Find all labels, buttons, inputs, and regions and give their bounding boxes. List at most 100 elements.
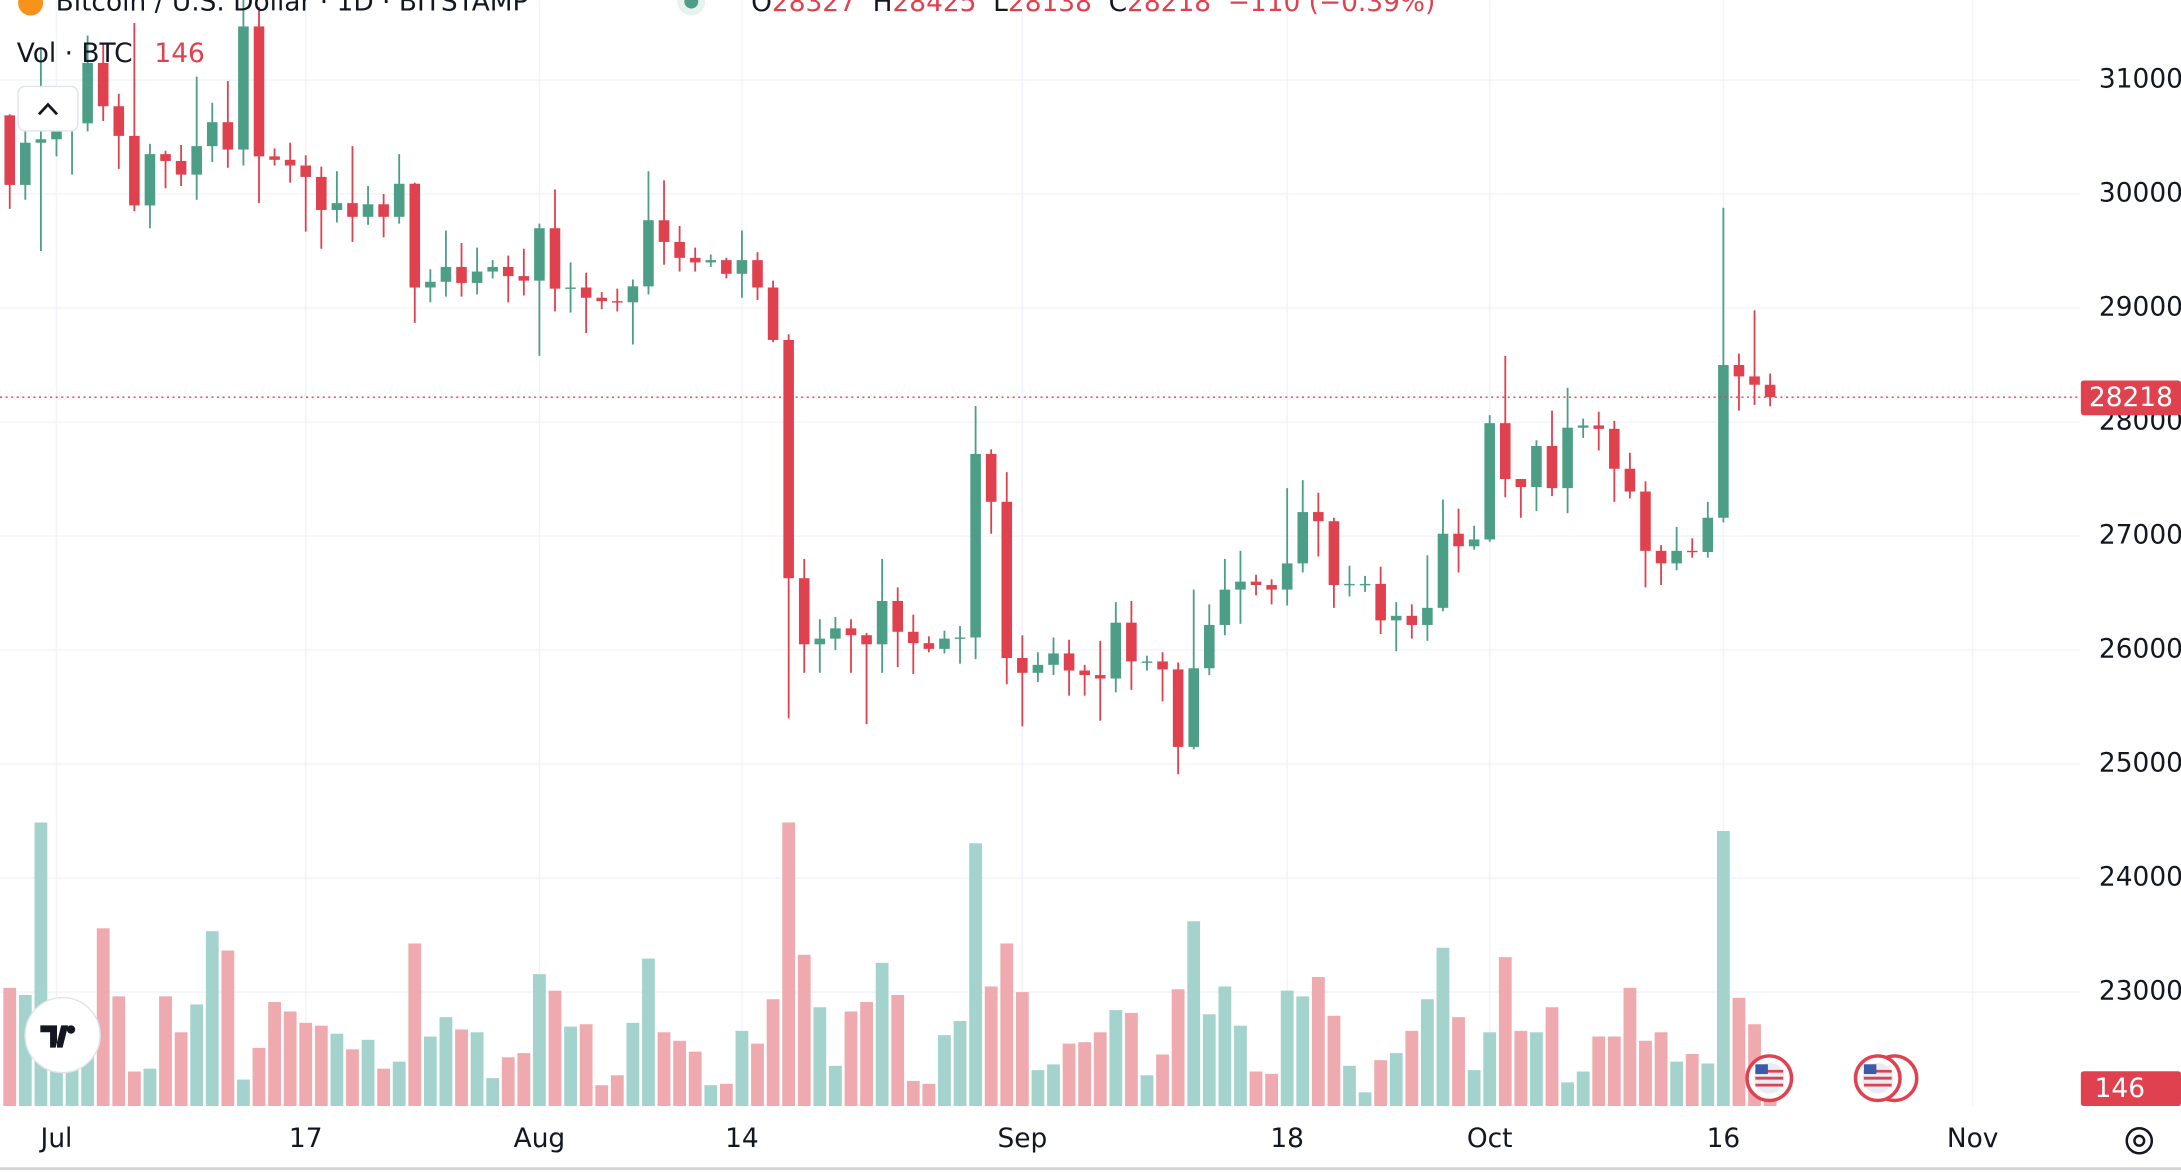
candle-body <box>908 631 919 644</box>
volume-bar <box>1576 1071 1590 1107</box>
flag-canton <box>1863 1064 1877 1075</box>
candle-body <box>1126 622 1137 662</box>
volume-bar <box>346 1049 359 1107</box>
flag-canton <box>1755 1064 1768 1075</box>
candle-body <box>845 628 857 636</box>
y-tick-label: 30000 <box>2099 178 2181 209</box>
volume-bar <box>1623 987 1637 1107</box>
volume-bar <box>143 1068 157 1107</box>
candle-body <box>4 115 16 185</box>
candle-body <box>1048 653 1059 665</box>
ohlc-change: −110 (−0.39%) <box>1228 0 1436 17</box>
settings-icon[interactable] <box>2125 1127 2154 1155</box>
volume-bar <box>1607 1036 1621 1107</box>
volume-bar <box>533 974 546 1107</box>
candle-body <box>1749 376 1760 385</box>
candle-body <box>876 600 888 645</box>
candle-body <box>1453 533 1464 547</box>
x-tick-label: Aug <box>514 1123 566 1154</box>
y-tick-label: 23000 <box>2099 976 2181 1007</box>
candle-body <box>1344 583 1355 586</box>
volume-bar <box>470 1032 484 1107</box>
volume-bar <box>112 996 126 1107</box>
volume-bar <box>1031 1070 1045 1107</box>
volume-bar <box>1234 1025 1247 1107</box>
candle-body <box>767 287 779 340</box>
volume-bar <box>1639 1040 1652 1107</box>
chart-title: Bitcoin / U.S. Dollar · 1D · BITSTAMP <box>56 0 529 17</box>
x-tick-label: 16 <box>1707 1123 1741 1154</box>
x-tick-label: 17 <box>289 1123 323 1154</box>
volume-bar <box>1343 1065 1356 1107</box>
candle-body <box>331 203 343 210</box>
status-dot <box>684 0 699 9</box>
volume-bar <box>704 1085 718 1107</box>
volume-bar <box>1156 1054 1169 1107</box>
candle-body <box>51 126 62 140</box>
candle-body <box>954 637 966 639</box>
candle-body <box>1204 624 1215 669</box>
volume-bar <box>953 1020 967 1107</box>
candle-body <box>409 183 421 288</box>
price-label-box <box>2080 380 2181 416</box>
candle-body <box>534 228 545 281</box>
candle-body <box>814 638 826 645</box>
ohlc-readout: O28327 H28425 L28138 C28218 −110 (−0.39%) <box>751 0 1435 17</box>
volume-bar <box>1467 1070 1481 1107</box>
volume-bar <box>813 1007 827 1107</box>
candle-body <box>1686 550 1698 553</box>
candle-body <box>1017 657 1028 673</box>
candle-body <box>705 260 717 263</box>
volume-bar <box>190 1004 204 1107</box>
candle-body <box>1235 581 1246 590</box>
candle-body <box>1702 517 1714 552</box>
candle-body <box>378 204 389 217</box>
candle-body <box>1406 615 1418 625</box>
volume-bar <box>392 1061 406 1107</box>
candle-body <box>82 62 93 124</box>
candle-body <box>518 276 530 281</box>
candle-body <box>1764 384 1776 398</box>
collapse-button[interactable] <box>17 85 79 132</box>
candle-body <box>347 203 358 217</box>
candle-body <box>1281 563 1293 590</box>
collapse-icon <box>37 102 59 116</box>
candle-body <box>35 139 47 143</box>
volume-bar <box>626 1022 640 1107</box>
volume-bar <box>1140 1075 1154 1107</box>
y-tick-label: 31000 <box>2099 64 2181 95</box>
candle-body <box>1297 512 1309 564</box>
volume-bar <box>252 1047 266 1107</box>
candle-body <box>923 643 935 649</box>
volume-bar <box>829 1065 842 1107</box>
candle-body <box>1577 425 1589 428</box>
volume-bar <box>1265 1073 1278 1107</box>
volume-bar <box>1514 1030 1528 1107</box>
candle-body <box>1718 365 1729 518</box>
volume-bar <box>1763 1099 1777 1107</box>
candle-body <box>612 301 623 303</box>
volume-bar <box>439 1017 453 1107</box>
y-tick-label: 24000 <box>2099 862 2181 893</box>
x-tick-label: 18 <box>1270 1123 1304 1154</box>
volume-bar <box>1374 1060 1388 1107</box>
candle-body <box>1390 615 1402 621</box>
ohlc-value: 28425 <box>892 0 976 17</box>
candle-body <box>689 257 701 263</box>
candle-body <box>736 260 748 274</box>
candle-body <box>798 578 810 645</box>
volume-bar <box>1405 1030 1419 1107</box>
y-tick-label: 25000 <box>2099 748 2181 779</box>
volume-bar <box>735 1030 749 1107</box>
candle-body <box>1328 521 1340 586</box>
candle-body <box>269 156 280 160</box>
volume-bar <box>1436 947 1450 1107</box>
volume-bar <box>1124 1012 1138 1107</box>
volume-bar <box>96 928 110 1107</box>
candle-body <box>721 260 732 274</box>
volume-bar <box>221 950 235 1107</box>
volume-bar <box>517 1053 531 1107</box>
volume-bar <box>657 1032 671 1107</box>
volume-bar <box>174 1032 188 1107</box>
